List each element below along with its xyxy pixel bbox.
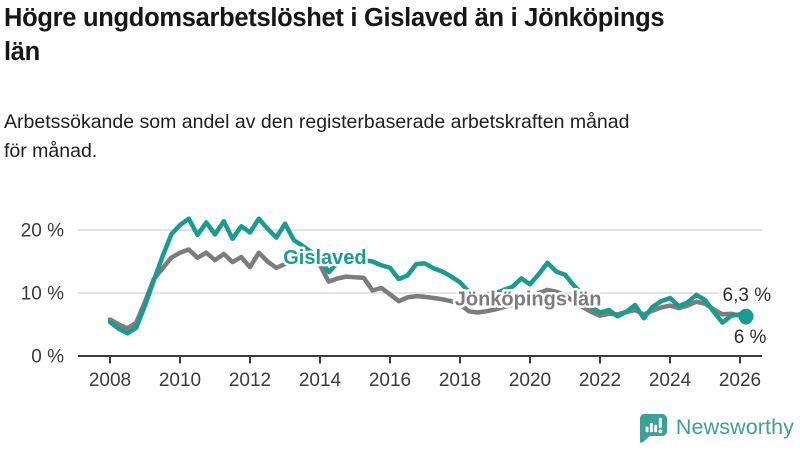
axis-layer: 0 % 10 % 20 % 2008 2010 2012 2014 2016 2018 2020 2… — [21, 221, 762, 391]
logo-bar-1 — [645, 426, 649, 433]
logo-bar-2 — [649, 422, 653, 433]
x-tick-label: 2016 — [369, 370, 411, 391]
brand-name: Newsworthy — [675, 415, 794, 439]
j-nk-pings-l-n-line — [107, 247, 749, 331]
x-tick-label: 2012 — [229, 370, 271, 391]
end-value-label-bg — [730, 327, 767, 348]
y-tick-label: 0 % — [31, 347, 64, 368]
x-tick-label: 2022 — [579, 370, 621, 391]
end-value-label-bg — [719, 285, 775, 306]
end-value-label: 6,3 % — [723, 285, 772, 306]
gislaved-end-dot — [738, 308, 754, 324]
x-tick-label: 2018 — [439, 370, 481, 391]
x-tick-label: 2026 — [719, 370, 761, 391]
x-tick-label: 2008 — [89, 370, 131, 391]
newsworthy-logo-icon — [639, 414, 667, 443]
x-tick-label: 2024 — [649, 370, 692, 391]
series-name-label: Gislaved — [283, 247, 366, 269]
chart-subtitle: Arbetssökande som andel av den registerb… — [4, 111, 630, 163]
logo-bar-3 — [654, 424, 658, 433]
brand-footer: Newsworthy — [638, 412, 794, 443]
logo-exclamation-bar — [658, 417, 662, 428]
logo-bubble — [639, 414, 667, 443]
y-tick-label: 10 % — [21, 284, 64, 305]
series-name-label: Jönköpings län — [455, 289, 602, 311]
end-value-label: 6 % — [734, 327, 767, 348]
gislaved-line — [107, 216, 749, 336]
series-layer — [107, 216, 754, 336]
x-tick-label: 2014 — [299, 370, 342, 391]
y-tick-label: 20 % — [21, 221, 64, 242]
grid-layer — [78, 229, 762, 294]
annotation-layer: 6,3 % Gislaved 6 % Jönköpings län — [281, 245, 775, 348]
page-title: Högre ungdomsarbetslöshet i Gislaved än … — [4, 4, 665, 66]
x-tick-label: 2020 — [509, 370, 551, 391]
x-tick-label: 2010 — [159, 370, 201, 391]
logo-exclamation-dot — [658, 429, 663, 434]
